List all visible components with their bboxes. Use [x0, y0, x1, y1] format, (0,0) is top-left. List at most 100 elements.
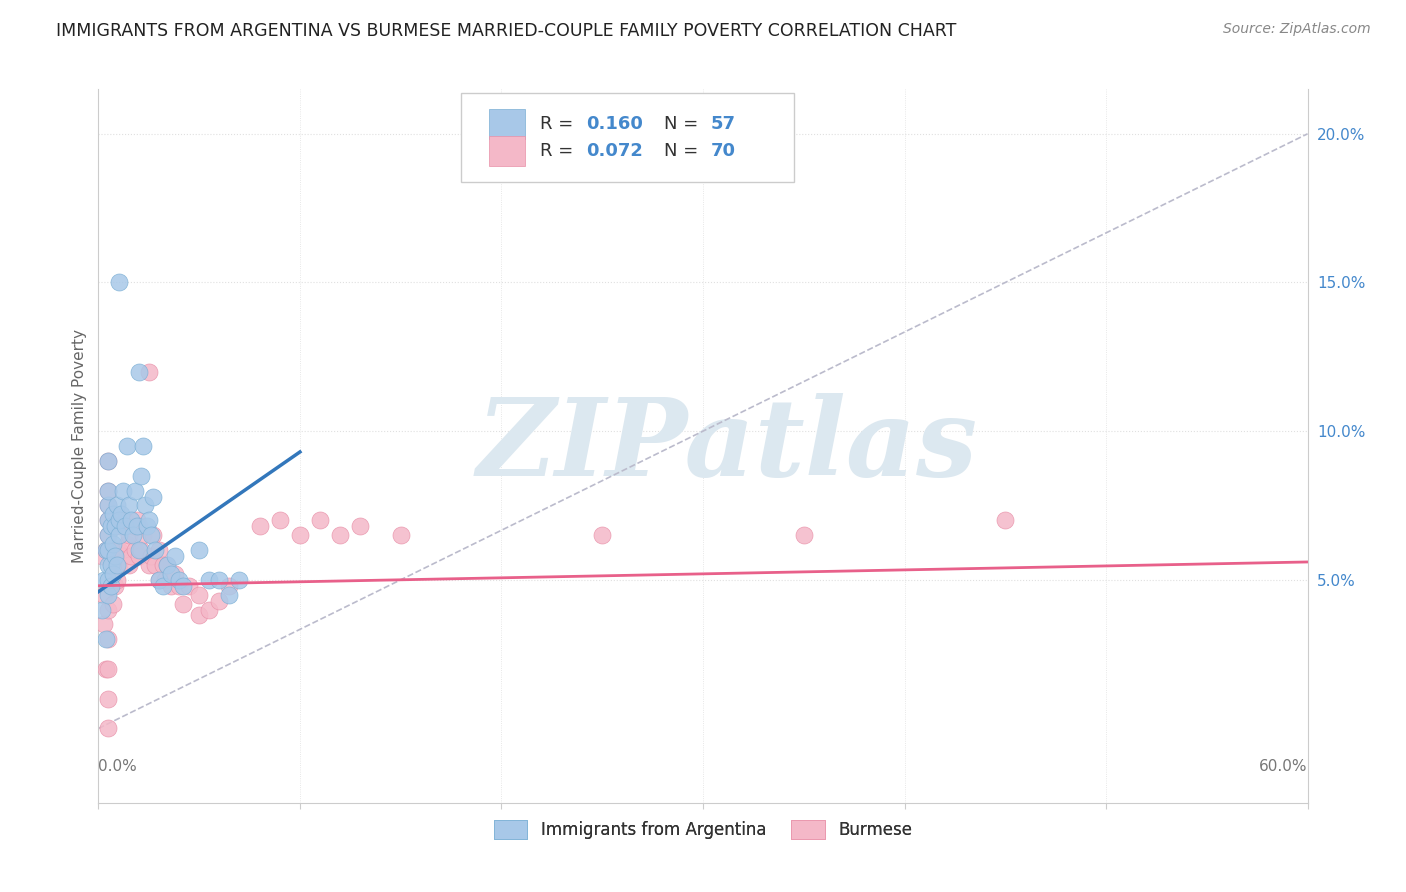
Point	[208, 573, 231, 587]
Point	[228, 573, 250, 587]
Point	[132, 439, 155, 453]
Point	[129, 468, 152, 483]
FancyBboxPatch shape	[489, 136, 526, 166]
Point	[114, 513, 136, 527]
Point	[172, 597, 194, 611]
Point	[249, 519, 271, 533]
Point	[118, 528, 141, 542]
Point	[97, 528, 120, 542]
Point	[97, 662, 120, 676]
Point	[107, 558, 129, 572]
Text: 0.072: 0.072	[586, 142, 643, 160]
Point	[105, 558, 128, 572]
Text: 0.0%: 0.0%	[98, 759, 138, 774]
Point	[100, 519, 122, 533]
Point	[124, 543, 146, 558]
Text: N =: N =	[664, 142, 704, 160]
Point	[105, 573, 128, 587]
Point	[172, 579, 194, 593]
Point	[179, 579, 201, 593]
Point	[97, 632, 120, 647]
Point	[138, 558, 160, 572]
Point	[97, 483, 120, 498]
Text: IMMIGRANTS FROM ARGENTINA VS BURMESE MARRIED-COUPLE FAMILY POVERTY CORRELATION C: IMMIGRANTS FROM ARGENTINA VS BURMESE MAR…	[56, 22, 956, 40]
Point	[96, 632, 118, 647]
Point	[110, 508, 132, 522]
Point	[198, 573, 221, 587]
Text: R =: R =	[540, 115, 579, 133]
Point	[188, 543, 211, 558]
Point	[100, 579, 122, 593]
Point	[152, 558, 174, 572]
Point	[120, 549, 142, 563]
Point	[163, 566, 186, 581]
Point	[107, 528, 129, 542]
Point	[115, 439, 138, 453]
Point	[132, 528, 155, 542]
Point	[288, 528, 311, 542]
Point	[118, 499, 141, 513]
Point	[120, 513, 142, 527]
Point	[148, 543, 170, 558]
Point	[153, 573, 176, 587]
Point	[148, 573, 170, 587]
Legend: Immigrants from Argentina, Burmese: Immigrants from Argentina, Burmese	[488, 814, 918, 846]
Point	[138, 365, 160, 379]
Text: 57: 57	[710, 115, 735, 133]
Point	[100, 549, 122, 563]
Point	[110, 519, 132, 533]
Point	[208, 593, 231, 607]
Point	[101, 566, 124, 581]
Point	[114, 519, 136, 533]
Point	[125, 519, 148, 533]
Point	[103, 543, 125, 558]
Point	[143, 558, 166, 572]
Point	[139, 549, 162, 563]
Point	[142, 528, 165, 542]
Point	[160, 579, 183, 593]
Text: N =: N =	[664, 115, 704, 133]
Point	[121, 519, 143, 533]
Point	[591, 528, 613, 542]
Text: ZIPatlas: ZIPatlas	[477, 393, 977, 499]
Point	[128, 519, 150, 533]
Point	[138, 513, 160, 527]
Point	[309, 513, 332, 527]
Point	[101, 558, 124, 572]
Point	[105, 499, 128, 513]
Point	[105, 543, 128, 558]
Point	[107, 513, 129, 527]
Point	[100, 579, 122, 593]
Point	[97, 513, 120, 527]
Point	[152, 579, 174, 593]
Point	[389, 528, 412, 542]
Point	[96, 543, 118, 558]
Point	[160, 566, 183, 581]
Point	[128, 543, 150, 558]
Point	[143, 543, 166, 558]
Point	[101, 508, 124, 522]
Point	[128, 549, 150, 563]
Point	[97, 722, 120, 736]
Point	[93, 573, 115, 587]
Point	[100, 558, 122, 572]
Point	[97, 543, 120, 558]
Point	[103, 549, 125, 563]
Point	[101, 537, 124, 551]
Point	[118, 558, 141, 572]
FancyBboxPatch shape	[489, 109, 526, 139]
Point	[142, 490, 165, 504]
Text: 60.0%: 60.0%	[1260, 759, 1308, 774]
Point	[97, 543, 120, 558]
Point	[96, 543, 118, 558]
Point	[96, 662, 118, 676]
Point	[793, 528, 815, 542]
Point	[269, 513, 291, 527]
Point	[97, 454, 120, 468]
Y-axis label: Married-Couple Family Poverty: Married-Couple Family Poverty	[72, 329, 87, 563]
Point	[128, 365, 150, 379]
Text: 70: 70	[710, 142, 735, 160]
Point	[97, 602, 120, 616]
Point	[349, 519, 371, 533]
Point	[139, 528, 162, 542]
